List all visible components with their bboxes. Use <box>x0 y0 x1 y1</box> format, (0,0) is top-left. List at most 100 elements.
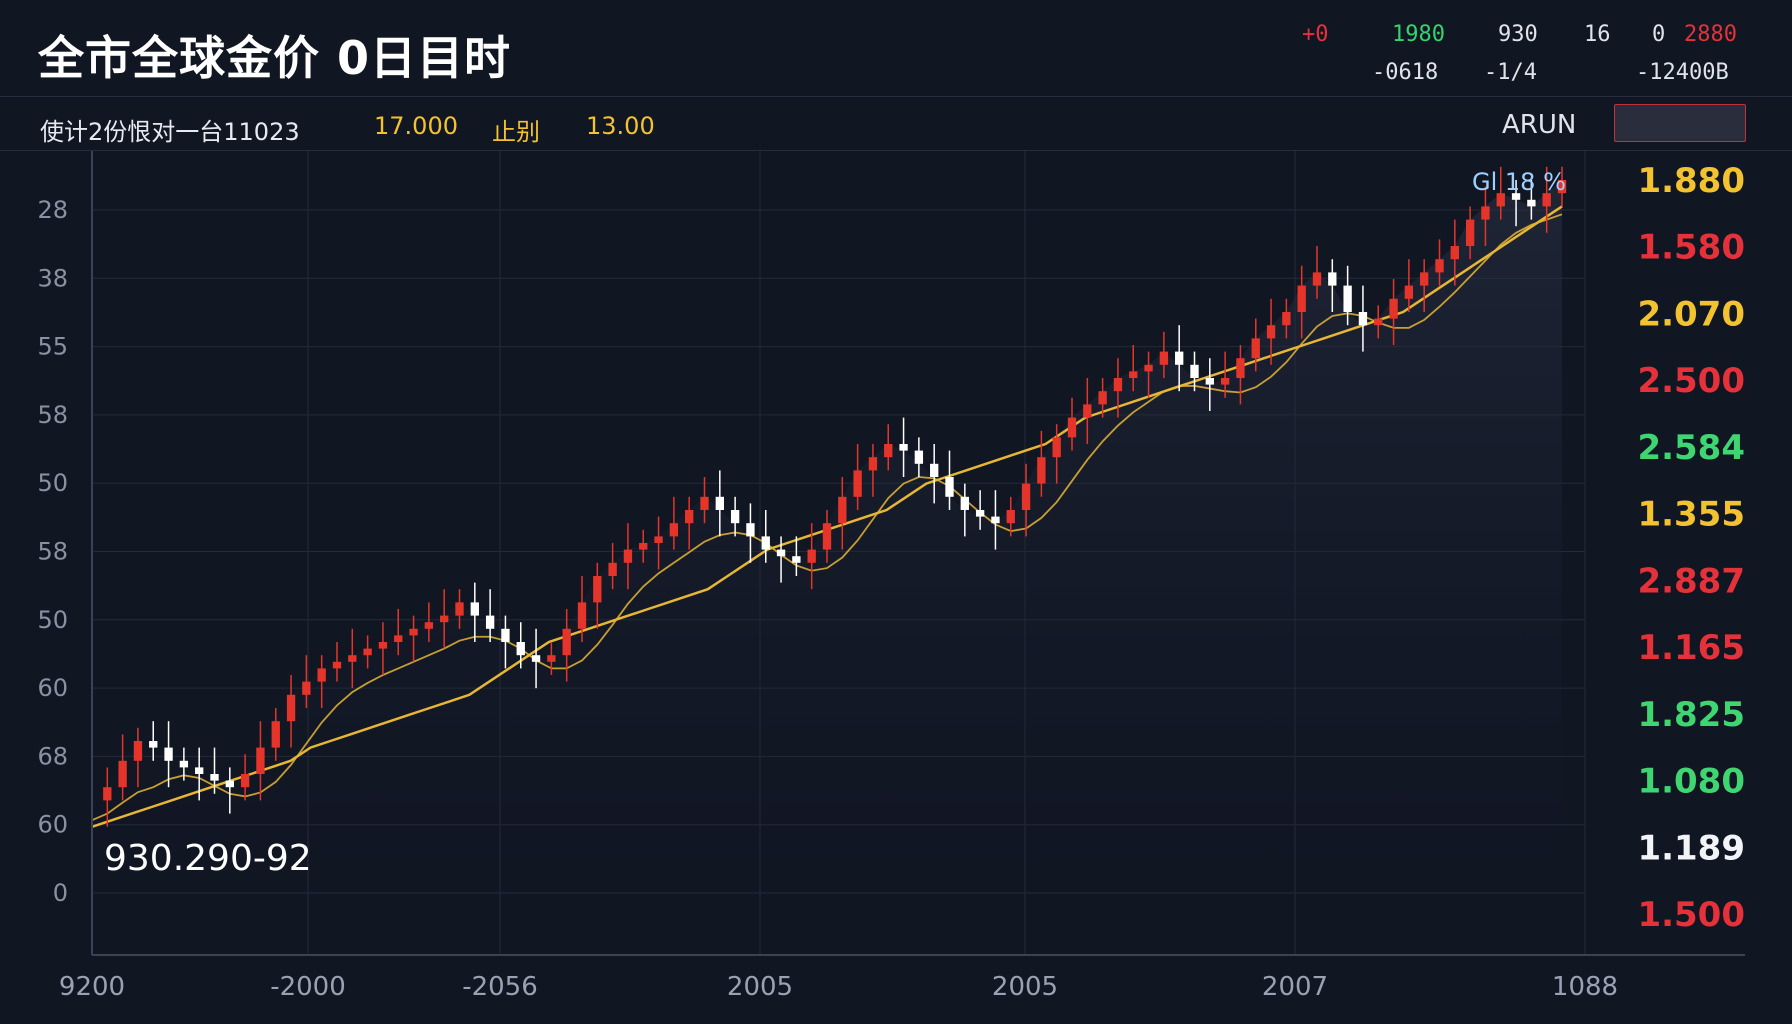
ticker-value-b: 16 <box>1584 22 1611 47</box>
candle-body <box>1557 180 1567 194</box>
candle-body <box>118 760 127 788</box>
candle-body <box>1052 437 1061 458</box>
candle-body <box>516 642 525 656</box>
candle-body <box>1236 358 1245 378</box>
candle-body <box>363 648 372 656</box>
candle-body <box>440 615 449 623</box>
candle-body <box>562 628 571 656</box>
candle-body <box>1481 206 1490 220</box>
left-axis-label: 58 <box>37 538 68 566</box>
candle-body <box>792 556 801 563</box>
candle-body <box>945 477 954 497</box>
x-tick-label: 1088 <box>1552 972 1618 1002</box>
candle-body <box>1159 351 1169 365</box>
right-value-label: 1.880 <box>1637 161 1745 201</box>
candle-body <box>1297 285 1306 312</box>
candle-body <box>991 516 1000 524</box>
candle-body <box>485 615 495 629</box>
left-axis-label: 55 <box>37 333 68 361</box>
candle-body <box>195 767 204 774</box>
candle-body <box>853 470 862 497</box>
candle-body <box>271 721 280 748</box>
x-tick-label: 2005 <box>992 972 1058 1002</box>
candle-body <box>1251 338 1260 359</box>
candle-body <box>240 774 250 788</box>
candle-body <box>822 523 832 550</box>
brand-input-box[interactable] <box>1614 104 1746 142</box>
candle-body <box>669 523 679 537</box>
x-tick-label: 2007 <box>1262 972 1328 1002</box>
info-value-2: 13.00 <box>586 112 655 140</box>
candle-body <box>531 655 541 662</box>
candle-body <box>914 450 924 464</box>
candle-body <box>256 747 265 774</box>
candle-body <box>1404 285 1414 299</box>
candle-body <box>1129 371 1138 378</box>
brand-label: ARUN <box>1502 110 1577 140</box>
right-value-label: 1.165 <box>1637 628 1745 668</box>
candle-body <box>1220 378 1230 385</box>
info-divider <box>0 150 1792 151</box>
candle-body <box>1037 457 1046 484</box>
candle-body <box>623 549 633 563</box>
x-tick-label: 2005 <box>727 972 793 1002</box>
candle-body <box>103 787 112 801</box>
candle-body <box>746 523 755 537</box>
candle-body <box>1266 325 1276 339</box>
ticker-delta-c: -12400B <box>1636 60 1729 85</box>
candle-body <box>348 655 357 662</box>
x-tick-label: -2000 <box>270 972 346 1002</box>
candle-body <box>424 622 434 629</box>
info-value-1: 17.000 <box>374 112 458 140</box>
left-axis-label: 60 <box>37 811 68 839</box>
candle-body <box>807 549 816 563</box>
candle-body <box>179 760 189 768</box>
candle-body <box>1098 391 1107 405</box>
candle-body <box>884 444 893 458</box>
right-value-label: 1.080 <box>1637 762 1745 802</box>
candle-body <box>930 463 939 477</box>
candle-body <box>1175 351 1184 365</box>
candle-body <box>654 536 663 543</box>
right-value-label: 1.189 <box>1637 828 1745 868</box>
left-axis-label: 50 <box>37 606 68 634</box>
candle-body <box>332 661 342 669</box>
candle-body <box>1205 378 1214 385</box>
candle-body <box>1511 193 1521 200</box>
candle-body <box>1450 246 1459 260</box>
candle-body <box>149 741 158 748</box>
candle-body <box>715 496 724 510</box>
moving-average-short <box>91 213 1563 822</box>
top-right-annotation: Gl 18 % <box>1472 168 1566 196</box>
left-axis-label: 60 <box>37 674 68 702</box>
candle-body <box>317 668 326 682</box>
candle-body <box>899 444 908 451</box>
right-value-label: 1.825 <box>1637 695 1745 735</box>
candle-body <box>1113 378 1123 392</box>
candle-body <box>133 741 143 761</box>
candle-body <box>868 457 878 471</box>
candle-body <box>394 635 403 642</box>
candle-body <box>776 549 786 557</box>
x-tick-label: -2056 <box>462 972 538 1002</box>
right-value-label: 1.355 <box>1637 495 1745 535</box>
candle-body <box>547 655 556 662</box>
right-value-label: 1.500 <box>1637 895 1745 935</box>
candle-body <box>225 780 234 788</box>
header-divider <box>0 96 1792 97</box>
axis-layer: 28 38 55 58 50 58 50 60 68 60 0 9200 -2000 -2056 2005 2… <box>37 150 1745 1002</box>
ticker-value-d: 2880 <box>1684 22 1737 47</box>
candle-body <box>1389 298 1398 319</box>
candle-body <box>1358 312 1368 326</box>
candle-body <box>210 774 219 781</box>
candle-body <box>975 510 985 517</box>
candle-body <box>1006 510 1015 524</box>
candle-body <box>286 694 296 722</box>
candle-body <box>700 496 709 510</box>
left-axis-label: 68 <box>37 742 68 770</box>
info-label: 使计2份恨对一台11023 <box>40 118 300 146</box>
candle-layer <box>103 166 1567 827</box>
candle-body <box>960 496 969 510</box>
right-value-label: 2.584 <box>1637 428 1745 468</box>
